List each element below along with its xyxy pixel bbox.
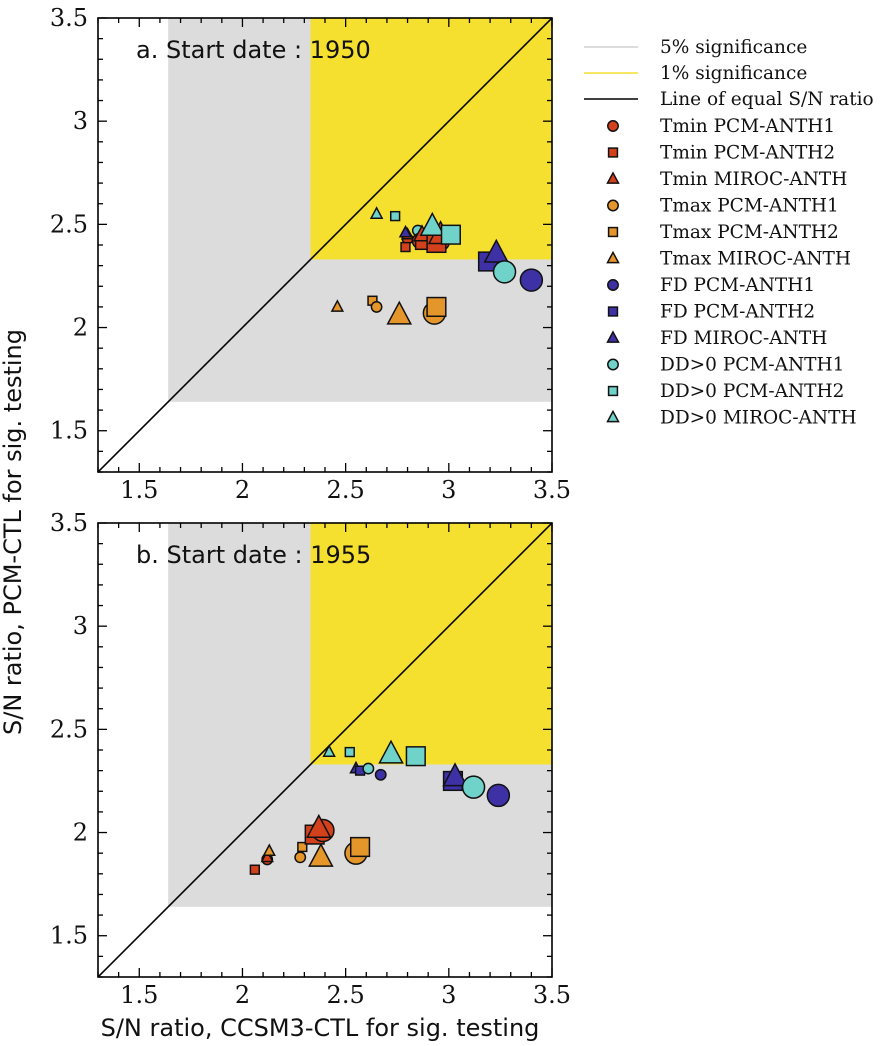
legend-label: Tmin MIROC-ANTH bbox=[660, 169, 847, 190]
data-point-fd-triangle bbox=[398, 224, 413, 238]
data-point-tmin-triangle bbox=[306, 813, 332, 838]
data-point-ddgt0-square bbox=[344, 746, 355, 758]
legend-label: DD>0 PCM-ANTH1 bbox=[660, 355, 844, 376]
legend-marker-square bbox=[607, 147, 619, 158]
data-point-tmin-square bbox=[249, 864, 261, 875]
data-point-fd-triangle bbox=[442, 762, 468, 787]
legend-label: Tmax PCM-ANTH2 bbox=[660, 222, 839, 243]
data-point-tmin-square bbox=[400, 241, 411, 253]
legend-label: Tmax MIROC-ANTH bbox=[660, 249, 851, 270]
legend-marker-circle bbox=[607, 279, 619, 291]
panel-a: 1.5 2 2.5 3 3.5 1.5 2 2.5 3 3.5 a. Start date : 19… bbox=[50, 4, 571, 504]
data-point-tmax-triangle bbox=[262, 843, 276, 857]
equal-ratio-line bbox=[98, 18, 552, 472]
data-point-fd-triangle bbox=[483, 238, 510, 263]
legend-label: Tmin PCM-ANTH1 bbox=[660, 116, 835, 137]
legend-label: Tmax PCM-ANTH1 bbox=[660, 196, 839, 217]
panel-b: 1.5 2 2.5 3 3.5 1.5 2 2.5 3 3.5 b. Start date : 19… bbox=[50, 509, 571, 1009]
x-tick-label: 3 bbox=[441, 476, 456, 504]
y-tick-label: 3 bbox=[73, 612, 88, 640]
legend-marker-square bbox=[607, 226, 619, 238]
data-point-ddgt0-square bbox=[389, 210, 401, 222]
legend: 5% significance 1% significance Line of eq… bbox=[584, 37, 874, 429]
x-axis-title: S/N ratio, CCSM3-CTL for sig. testing bbox=[101, 1014, 540, 1042]
data-point-ddgt0-triangle bbox=[322, 744, 336, 757]
legend-label: FD PCM-ANTH1 bbox=[660, 275, 815, 296]
data-point-tmax-square bbox=[349, 836, 371, 858]
x-tick-label: 2 bbox=[235, 476, 250, 504]
panel-title: a. Start date : 1950 bbox=[136, 36, 371, 64]
legend-label: FD PCM-ANTH2 bbox=[660, 302, 815, 323]
data-point-ddgt0-circle bbox=[461, 775, 486, 799]
y-tick-label: 3 bbox=[73, 107, 88, 135]
x-tick-label: 2.5 bbox=[327, 476, 365, 504]
legend-marker-circle bbox=[607, 358, 619, 371]
legend-label: FD MIROC-ANTH bbox=[660, 328, 827, 349]
equal-ratio-line bbox=[98, 523, 552, 977]
data-point-tmax-circle bbox=[370, 300, 383, 313]
data-point-ddgt0-square bbox=[440, 224, 461, 245]
data-point-fd-circle bbox=[374, 768, 387, 781]
legend-marker-square bbox=[607, 306, 619, 317]
y-tick-label: 3.5 bbox=[50, 509, 88, 537]
legend-label: 1% significance bbox=[660, 63, 807, 84]
data-point-fd-circle bbox=[519, 268, 544, 292]
x-tick-label: 2 bbox=[235, 981, 250, 1009]
legend-label: 5% significance bbox=[660, 37, 807, 58]
y-tick-label: 2 bbox=[73, 314, 88, 342]
legend-marker-triangle bbox=[606, 330, 620, 343]
data-point-ddgt0-square bbox=[405, 746, 426, 767]
legend-marker-triangle bbox=[606, 250, 620, 264]
legend-label: Line of equal S/N ratio bbox=[660, 89, 874, 110]
data-point-tmax-square bbox=[297, 841, 308, 853]
data-point-tmax-square bbox=[426, 296, 447, 318]
data-point-ddgt0-triangle bbox=[419, 211, 446, 236]
y-tick-label: 1.5 bbox=[50, 922, 88, 950]
x-tick-label: 3.5 bbox=[533, 476, 571, 504]
x-tick-label: 2.5 bbox=[327, 981, 365, 1009]
x-tick-label: 3 bbox=[441, 981, 456, 1009]
data-point-tmax-triangle bbox=[386, 300, 413, 325]
data-point-ddgt0-triangle bbox=[369, 206, 384, 219]
data-point-fd-circle bbox=[486, 783, 511, 808]
data-point-tmax-triangle bbox=[330, 299, 345, 312]
legend-marker-triangle bbox=[606, 409, 620, 423]
legend-marker-circle bbox=[607, 120, 619, 132]
data-point-ddgt0-triangle bbox=[378, 739, 404, 764]
x-tick-label: 3.5 bbox=[533, 981, 571, 1009]
legend-marker-circle bbox=[607, 199, 619, 212]
legend-marker-triangle bbox=[606, 171, 620, 184]
data-point-tmax-circle bbox=[294, 851, 307, 864]
legend-label: DD>0 MIROC-ANTH bbox=[660, 408, 857, 429]
data-point-ddgt0-circle bbox=[492, 260, 517, 284]
legend-label: DD>0 PCM-ANTH2 bbox=[660, 381, 844, 402]
legend-marker-square bbox=[607, 385, 619, 397]
y-tick-label: 2 bbox=[73, 819, 88, 847]
x-tick-label: 1.5 bbox=[120, 476, 158, 504]
y-tick-label: 2.5 bbox=[50, 210, 88, 238]
x-tick-label: 1.5 bbox=[120, 981, 158, 1009]
legend-label: Tmin PCM-ANTH2 bbox=[660, 143, 835, 164]
panel-title: b. Start date : 1955 bbox=[136, 541, 371, 569]
y-tick-label: 2.5 bbox=[50, 715, 88, 743]
data-point-tmin-triangle bbox=[260, 849, 274, 863]
y-tick-label: 1.5 bbox=[50, 417, 88, 445]
y-axis-title: S/N ratio, PCM-CTL for sig. testing bbox=[0, 329, 27, 735]
data-point-tmax-triangle bbox=[308, 842, 334, 867]
y-tick-label: 3.5 bbox=[50, 4, 88, 32]
data-point-ddgt0-circle bbox=[362, 762, 375, 775]
